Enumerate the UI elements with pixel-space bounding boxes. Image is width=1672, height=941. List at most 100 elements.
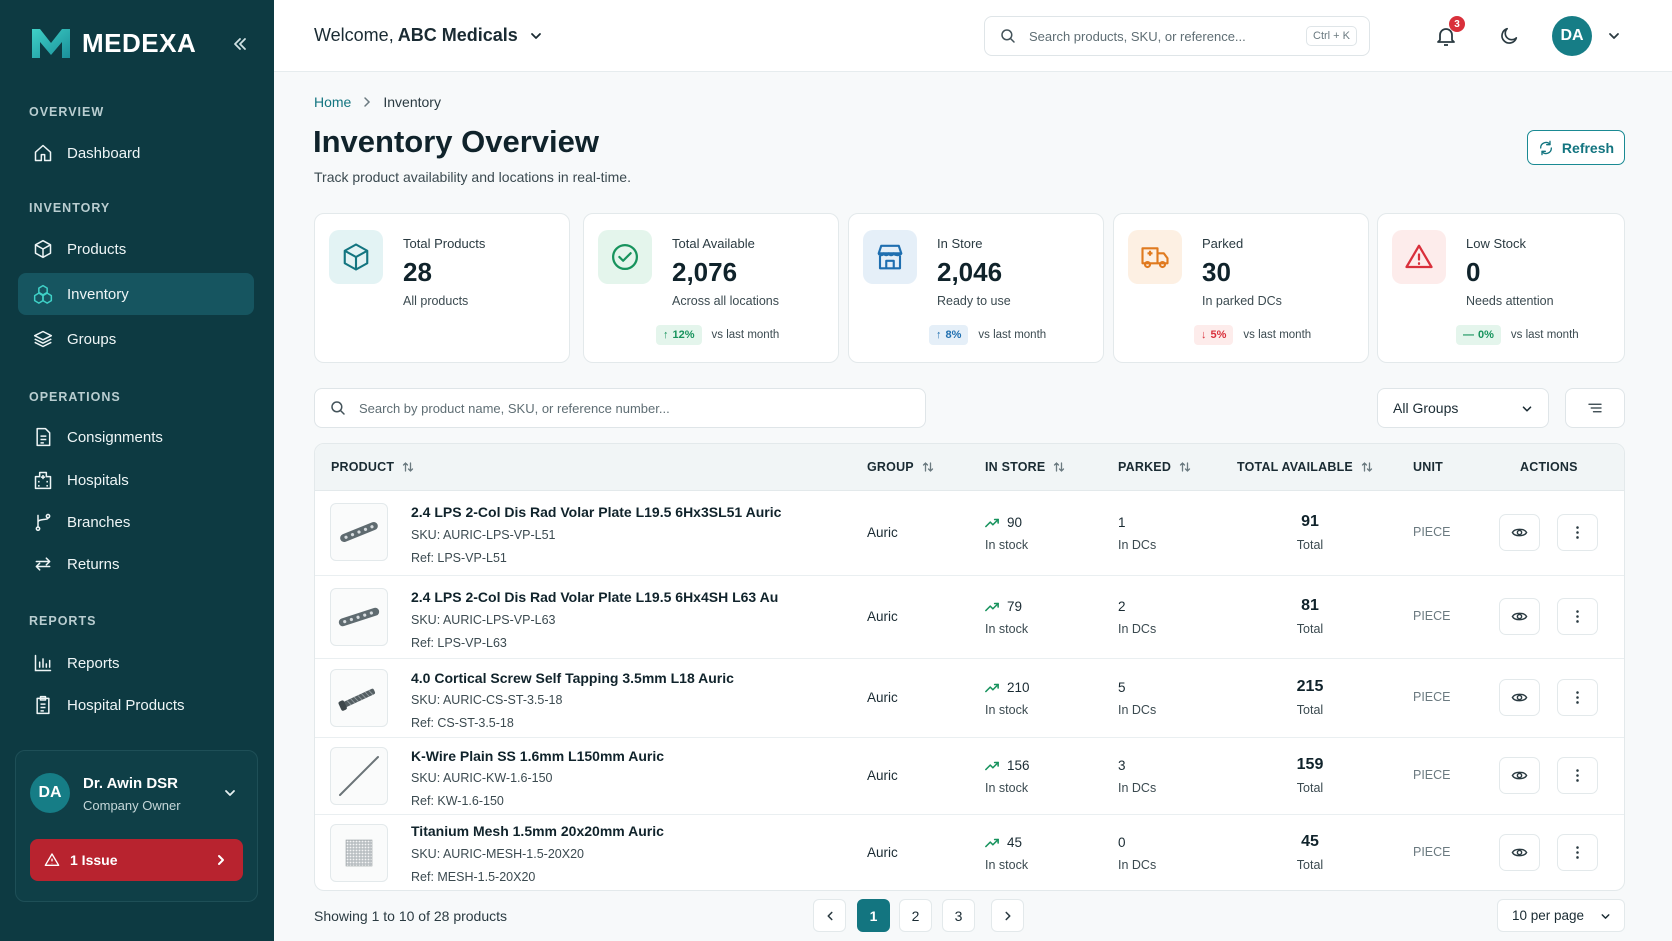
product-name[interactable]: 2.4 LPS 2-Col Dis Rad Volar Plate L19.5 … — [411, 504, 782, 520]
stat-card-low-stock: Low Stock 0 Needs attention — 0% vs last … — [1377, 213, 1625, 363]
column-total-available[interactable]: TOTAL AVAILABLE — [1237, 460, 1373, 474]
product-ref: Ref: KW-1.6-150 — [411, 794, 504, 808]
sidebar-item-label: Hospitals — [67, 471, 129, 489]
branch-icon — [35, 513, 51, 532]
more-options-button[interactable] — [1557, 679, 1598, 716]
product-name[interactable]: 2.4 LPS 2-Col Dis Rad Volar Plate L19.5 … — [411, 589, 779, 605]
plate-image-icon — [338, 607, 380, 627]
page-button-2[interactable]: 2 — [899, 899, 932, 932]
sidebar-item-dashboard[interactable]: Dashboard — [18, 132, 254, 174]
user-role: Company Owner — [83, 798, 181, 813]
sidebar-item-reports[interactable]: Reports — [18, 642, 254, 684]
view-button[interactable] — [1499, 679, 1540, 716]
refresh-button[interactable]: Refresh — [1527, 130, 1625, 165]
company-switcher[interactable]: Welcome, ABC Medicals — [314, 25, 544, 46]
search-input[interactable] — [1029, 28, 1299, 44]
table-row[interactable]: Titanium Mesh 1.5mm 20x20mm Auric SKU: A… — [315, 815, 1624, 890]
in-store-value: 45 — [985, 835, 1022, 850]
chevron-left-icon — [826, 911, 833, 920]
sidebar-item-groups[interactable]: Groups — [18, 318, 254, 360]
chevron-down-icon[interactable] — [222, 785, 238, 801]
stat-value: 28 — [403, 257, 432, 287]
page-title: Inventory Overview — [313, 124, 600, 159]
view-button[interactable] — [1499, 834, 1540, 871]
sidebar-item-products[interactable]: Products — [18, 228, 254, 270]
sidebar-item-hospital-products[interactable]: Hospital Products — [18, 684, 254, 726]
total-count: 159 — [1296, 756, 1324, 773]
view-button[interactable] — [1499, 514, 1540, 551]
trend-up-icon — [985, 602, 999, 611]
truck-icon — [1141, 247, 1169, 269]
sidebar-item-label: Groups — [67, 330, 117, 348]
bell-icon[interactable] — [1434, 24, 1458, 48]
per-page-select[interactable]: 10 per page — [1497, 899, 1625, 932]
section-label-overview: OVERVIEW — [29, 105, 105, 119]
sidebar-item-consignments[interactable]: Consignments — [18, 416, 254, 458]
filter-button[interactable] — [1565, 388, 1625, 428]
trend-up-icon — [985, 683, 999, 692]
table-row[interactable]: K-Wire Plain SS 1.6mm L150mm Auric SKU: … — [315, 738, 1624, 815]
group-filter-select[interactable]: All Groups — [1377, 388, 1549, 428]
parked-count: 5 — [1118, 680, 1126, 695]
table-row[interactable]: 4.0 Cortical Screw Self Tapping 3.5mm L1… — [315, 659, 1624, 738]
column-label: UNIT — [1413, 460, 1443, 474]
view-button[interactable] — [1499, 598, 1540, 635]
home-icon — [34, 144, 52, 162]
product-name[interactable]: 4.0 Cortical Screw Self Tapping 3.5mm L1… — [411, 670, 734, 686]
brand-logo[interactable]: MEDEXA — [30, 26, 196, 60]
trend-up-icon — [985, 838, 999, 847]
product-group: Auric — [867, 768, 898, 783]
issues-button[interactable]: 1 Issue — [30, 839, 243, 881]
product-thumbnail — [330, 503, 388, 561]
product-thumbnail — [330, 669, 388, 727]
sidebar-item-inventory[interactable]: Inventory — [18, 273, 254, 315]
product-search-input[interactable] — [359, 400, 899, 416]
stat-label: Parked — [1202, 236, 1244, 251]
more-options-button[interactable] — [1557, 834, 1598, 871]
breadcrumb-home[interactable]: Home — [314, 94, 352, 110]
table-row[interactable]: 2.4 LPS 2-Col Dis Rad Volar Plate L19.5 … — [315, 491, 1624, 576]
more-vertical-icon — [1576, 769, 1579, 782]
column-in-store[interactable]: IN STORE — [985, 460, 1065, 474]
user-card[interactable]: DA Dr. Awin DSR Company Owner 1 Issue — [15, 750, 258, 902]
view-button[interactable] — [1499, 757, 1540, 794]
chevron-down-icon[interactable] — [1606, 28, 1622, 44]
page-button-1[interactable]: 1 — [857, 899, 890, 932]
trend-badge: ↓ 5% — [1194, 325, 1234, 345]
sidebar-item-hospitals[interactable]: Hospitals — [18, 459, 254, 501]
section-label-inventory: INVENTORY — [29, 201, 111, 215]
collapse-sidebar-icon[interactable] — [230, 34, 250, 54]
page-button-3[interactable]: 3 — [942, 899, 975, 932]
table-row[interactable]: 2.4 LPS 2-Col Dis Rad Volar Plate L19.5 … — [315, 576, 1624, 659]
sidebar-item-returns[interactable]: Returns — [18, 543, 254, 585]
column-group[interactable]: GROUP — [867, 460, 934, 474]
sidebar-item-branches[interactable]: Branches — [18, 501, 254, 543]
arrow-down-icon: ↓ — [1201, 329, 1207, 341]
global-search[interactable]: Ctrl + K — [984, 16, 1370, 56]
product-sku: SKU: AURIC-MESH-1.5-20X20 — [411, 847, 584, 861]
product-search[interactable] — [314, 388, 926, 428]
product-name[interactable]: K-Wire Plain SS 1.6mm L150mm Auric — [411, 748, 664, 764]
next-page-button[interactable] — [991, 899, 1024, 932]
moon-icon[interactable] — [1498, 25, 1520, 47]
chevron-down-icon — [1601, 914, 1610, 919]
prev-page-button[interactable] — [813, 899, 846, 932]
product-name[interactable]: Titanium Mesh 1.5mm 20x20mm Auric — [411, 823, 664, 839]
refresh-label: Refresh — [1561, 139, 1615, 156]
eye-icon — [1511, 528, 1528, 537]
stat-description: Across all locations — [672, 294, 779, 308]
medexa-logo-icon — [32, 29, 70, 58]
avatar[interactable]: DA — [1552, 16, 1592, 56]
inventory-table: PRODUCT GROUP IN STORE PARKED TOTAL AVAI… — [314, 443, 1625, 891]
column-parked[interactable]: PARKED — [1118, 460, 1191, 474]
notification-badge: 3 — [1449, 16, 1465, 32]
more-options-button[interactable] — [1557, 598, 1598, 635]
total-label: Total — [1296, 781, 1324, 795]
more-options-button[interactable] — [1557, 514, 1598, 551]
column-product[interactable]: PRODUCT — [331, 460, 414, 474]
stat-icon-wrap — [329, 230, 383, 284]
stat-label: Low Stock — [1466, 236, 1526, 251]
stat-value: 30 — [1202, 257, 1231, 287]
in-store-value: 156 — [985, 758, 1030, 773]
more-options-button[interactable] — [1557, 757, 1598, 794]
